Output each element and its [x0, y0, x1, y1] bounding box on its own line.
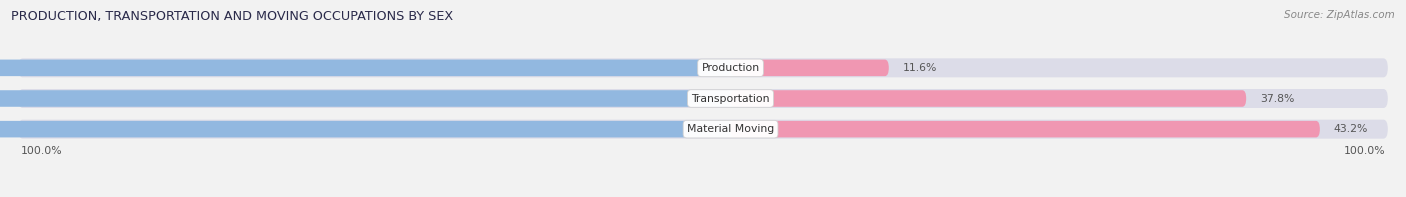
FancyBboxPatch shape	[731, 90, 1246, 107]
FancyBboxPatch shape	[731, 59, 889, 76]
FancyBboxPatch shape	[18, 89, 1388, 108]
FancyBboxPatch shape	[731, 121, 1320, 138]
Text: 100.0%: 100.0%	[21, 146, 63, 156]
Text: Transportation: Transportation	[692, 94, 770, 103]
Text: 100.0%: 100.0%	[1343, 146, 1385, 156]
Text: 11.6%: 11.6%	[903, 63, 936, 73]
FancyBboxPatch shape	[0, 59, 731, 76]
Text: PRODUCTION, TRANSPORTATION AND MOVING OCCUPATIONS BY SEX: PRODUCTION, TRANSPORTATION AND MOVING OC…	[11, 10, 453, 23]
FancyBboxPatch shape	[0, 121, 731, 138]
Text: Source: ZipAtlas.com: Source: ZipAtlas.com	[1284, 10, 1395, 20]
FancyBboxPatch shape	[18, 120, 1388, 139]
FancyBboxPatch shape	[0, 90, 731, 107]
Text: 37.8%: 37.8%	[1260, 94, 1295, 103]
Text: 43.2%: 43.2%	[1334, 124, 1368, 134]
Text: Production: Production	[702, 63, 759, 73]
Text: Material Moving: Material Moving	[688, 124, 775, 134]
FancyBboxPatch shape	[18, 58, 1388, 77]
